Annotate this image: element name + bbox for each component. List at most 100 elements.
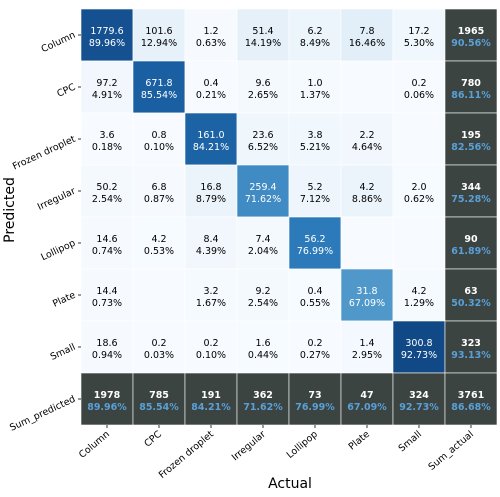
matrix-cell: 4.28.86% (340, 164, 394, 218)
cell-percent: 2.54% (248, 298, 278, 309)
cell-percent: 0.44% (248, 350, 278, 361)
cell-background (444, 60, 498, 114)
cell-background (392, 60, 446, 114)
matrix-cell (392, 112, 446, 166)
cell-percent: 92.73% (399, 402, 439, 413)
cell-background (340, 320, 394, 374)
cell-percent: 84.21% (193, 142, 229, 153)
cell-percent: 12.94% (141, 38, 177, 49)
y-tick-label: Irregular (36, 186, 77, 213)
matrix-cell: 16.88.79% (184, 164, 238, 218)
matrix-cell: 6.28.49% (288, 8, 342, 62)
cell-count: 1965 (458, 26, 484, 37)
cell-percent: 50.32% (451, 298, 491, 309)
matrix-cell (392, 216, 446, 270)
cell-background (288, 216, 342, 270)
cell-percent: 0.21% (196, 90, 226, 101)
matrix-cell: 8.44.39% (184, 216, 238, 270)
cell-percent: 86.11% (451, 90, 491, 101)
x-tick-label: Sum_actual (426, 429, 475, 473)
cell-count: 9.2 (255, 286, 270, 297)
cell-count: 63 (464, 286, 477, 297)
matrix-cell: 7.42.04% (236, 216, 290, 270)
cell-background (288, 164, 342, 218)
cell-background (444, 164, 498, 218)
matrix-cell: 0.20.10% (184, 320, 238, 374)
cell-count: 0.2 (411, 78, 426, 89)
cell-count: 0.4 (203, 78, 218, 89)
cell-count: 259.4 (249, 182, 276, 193)
cell-count: 47 (360, 390, 373, 401)
cell-count: 161.0 (197, 130, 224, 141)
cell-count: 1.4 (359, 338, 374, 349)
cell-count: 3761 (458, 390, 484, 401)
matrix-cell: 300.892.73% (392, 320, 446, 374)
cell-percent: 84.21% (191, 402, 231, 413)
cell-background (132, 60, 186, 114)
matrix-cell: 4.21.29% (392, 268, 446, 322)
matrix-cell: 1.20.63% (184, 8, 238, 62)
cell-count: 4.2 (359, 182, 374, 193)
matrix-cell: 0.20.06% (392, 60, 446, 114)
cell-percent: 2.95% (352, 350, 382, 361)
matrix-cell: 671.885.54% (132, 60, 186, 114)
cell-count: 0.2 (151, 338, 166, 349)
cell-background (444, 216, 498, 270)
cell-percent: 1.67% (196, 298, 226, 309)
matrix-cell: 3.60.18% (80, 112, 134, 166)
cell-background (288, 320, 342, 374)
cell-percent: 82.56% (451, 142, 491, 153)
matrix-cell: 9.62.65% (236, 60, 290, 114)
matrix-cell: 31.867.09% (340, 268, 394, 322)
cell-count: 14.4 (96, 286, 117, 297)
matrix-cell: 0.40.55% (288, 268, 342, 322)
x-tick-label: Column (77, 429, 112, 461)
cell-background (288, 8, 342, 62)
cell-background (392, 164, 446, 218)
matrix-cell: 5.27.12% (288, 164, 342, 218)
cell-background (392, 320, 446, 374)
cell-count: 1.6 (255, 338, 270, 349)
matrix-cells: 1779.689.96%101.612.94%1.20.63%51.414.19… (80, 8, 498, 426)
cell-background (340, 60, 394, 114)
cell-percent: 0.94% (92, 350, 122, 361)
matrix-cell: 0.20.03% (132, 320, 186, 374)
cell-count: 16.8 (200, 182, 221, 193)
cell-percent: 1.37% (300, 90, 330, 101)
cell-count: 4.2 (411, 286, 426, 297)
cell-percent: 75.28% (451, 194, 491, 205)
y-axis-title: Predicted (2, 177, 18, 243)
matrix-cell: 97.24.91% (80, 60, 134, 114)
cell-percent: 76.99% (297, 246, 333, 257)
matrix-cell (340, 60, 394, 114)
cell-count: 3.6 (99, 130, 114, 141)
matrix-cell: 1.42.95% (340, 320, 394, 374)
cell-percent: 86.68% (451, 402, 491, 413)
cell-count: 195 (461, 130, 481, 141)
cell-count: 0.8 (151, 130, 166, 141)
cell-count: 0.2 (307, 338, 322, 349)
cell-count: 56.2 (304, 234, 325, 245)
cell-background (184, 320, 238, 374)
cell-count: 73 (308, 390, 321, 401)
cell-background (236, 8, 290, 62)
cell-percent: 71.62% (243, 402, 283, 413)
cell-background (184, 8, 238, 62)
cell-count: 300.8 (405, 338, 432, 349)
y-tick-label: Lollipop (39, 238, 77, 263)
cell-count: 780 (461, 78, 481, 89)
cell-background (236, 112, 290, 166)
cell-count: 1779.6 (90, 26, 123, 37)
cell-percent: 90.56% (451, 38, 491, 49)
y-tick-label: Frozen droplet (11, 134, 77, 173)
